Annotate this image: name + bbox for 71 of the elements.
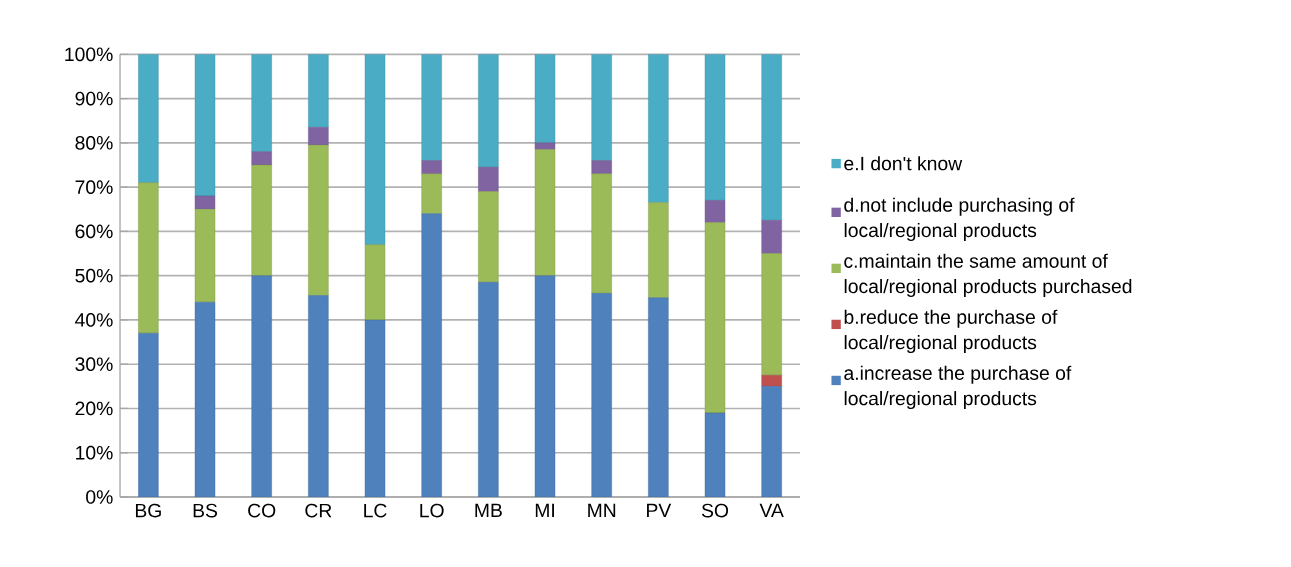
bar (308, 54, 329, 128)
bar (534, 54, 556, 144)
bar (761, 253, 782, 376)
bar (761, 375, 782, 387)
bar (421, 173, 442, 214)
x-tick-label: LO (420, 503, 444, 518)
bar (194, 195, 216, 210)
bar (478, 167, 499, 192)
x-tick-label: BG (135, 503, 161, 518)
bar (421, 54, 442, 161)
bar (138, 182, 159, 334)
y-tick-label: 90% (75, 91, 113, 106)
x-tick-label: MN (588, 503, 616, 517)
bar (704, 412, 726, 497)
bar (194, 209, 216, 303)
bar (478, 54, 499, 168)
bar (364, 244, 386, 321)
bar (308, 295, 329, 497)
x-tick-label: LC (364, 503, 387, 518)
bar (138, 54, 159, 183)
x-tick-label: SO (701, 503, 729, 518)
bar (591, 293, 612, 497)
bar (591, 173, 612, 294)
bar (648, 202, 669, 298)
bar (478, 282, 499, 497)
x-tick-label: BS (193, 503, 218, 518)
bar (194, 302, 216, 497)
bar (364, 54, 386, 245)
y-tick-label: 40% (75, 313, 113, 327)
bar (761, 220, 782, 254)
x-tick-label: MI (535, 503, 554, 517)
bar (534, 275, 556, 497)
legend-label: e.I don't know (844, 156, 963, 171)
bar (194, 54, 216, 197)
bar (648, 297, 669, 497)
bar (138, 333, 159, 497)
bar (704, 200, 726, 223)
x-tick-label: PV (647, 503, 672, 517)
bar (478, 191, 499, 283)
bar (534, 142, 556, 150)
y-tick-label: 10% (76, 445, 113, 460)
bar (251, 54, 272, 152)
bar (704, 54, 726, 201)
bar (704, 222, 726, 414)
bar (364, 319, 386, 497)
bar (591, 160, 612, 175)
x-tick-label: MB (475, 503, 502, 517)
y-tick-label: 0% (86, 490, 113, 504)
x-tick-label: CO (248, 503, 276, 518)
bar (761, 386, 782, 497)
legend-label: a.increase the purchase of local/regional products (844, 365, 1072, 410)
bar (421, 160, 442, 175)
y-tick-label: 70% (75, 180, 113, 194)
bar (251, 164, 272, 276)
bar (591, 54, 612, 161)
bar (308, 127, 329, 146)
x-tick-label: CR (305, 503, 332, 518)
y-tick-label: 100% (65, 47, 113, 62)
bar (251, 275, 272, 497)
bar (761, 54, 782, 221)
y-tick-label: 80% (75, 136, 113, 150)
bar (648, 54, 669, 203)
bar (251, 151, 272, 166)
y-tick-label: 60% (75, 224, 113, 239)
bar (534, 149, 556, 276)
x-tick-label: VA (759, 503, 784, 517)
y-tick-label: 20% (75, 401, 113, 416)
y-tick-label: 50% (75, 268, 113, 283)
bar (308, 144, 329, 296)
bar (421, 213, 442, 497)
y-tick-label: 30% (75, 357, 113, 372)
